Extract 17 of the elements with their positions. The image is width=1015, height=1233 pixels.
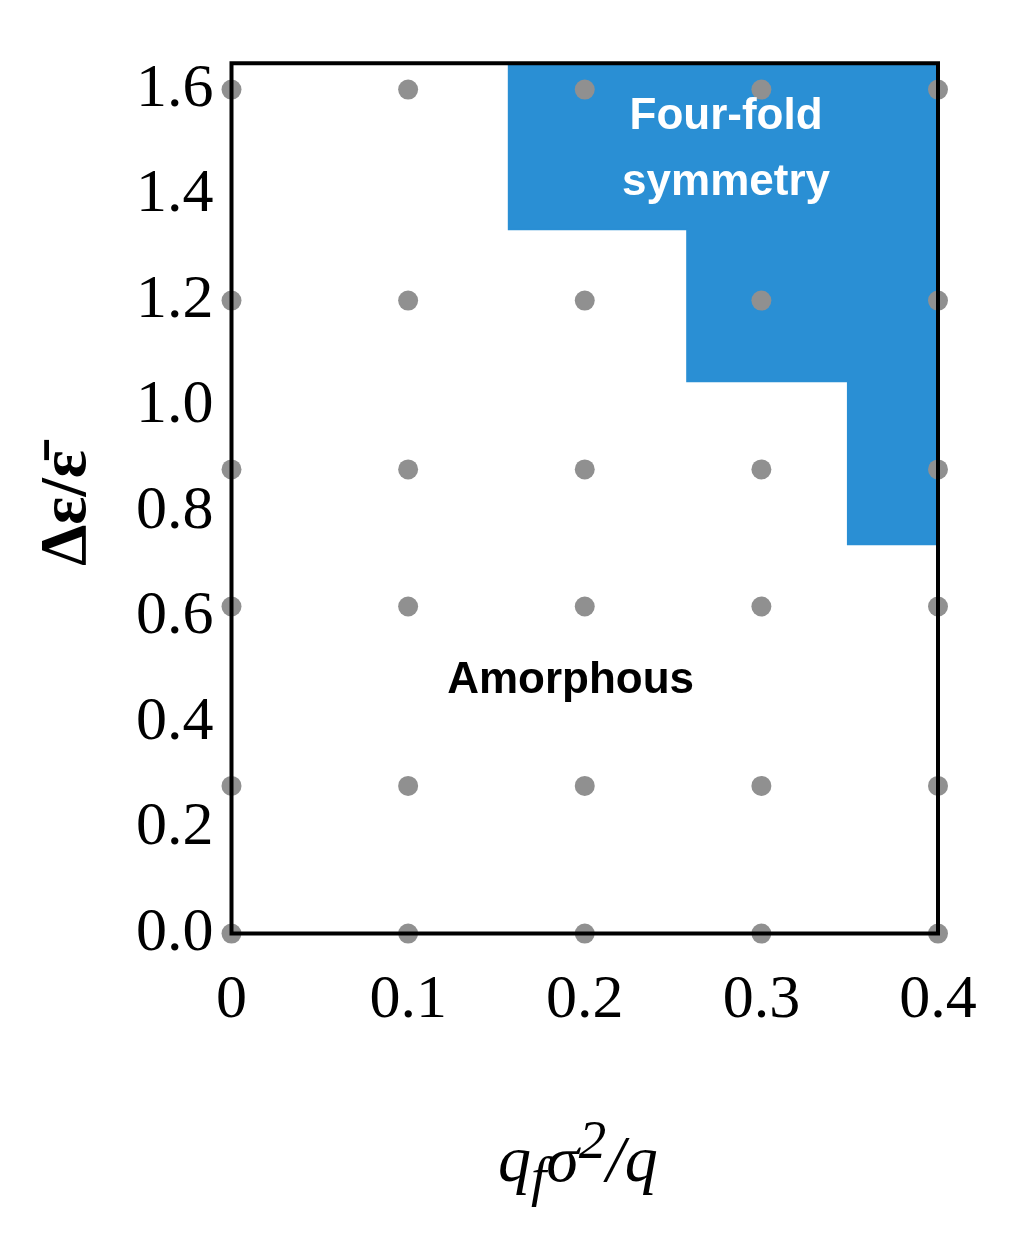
- y-tick-label: 0.0: [136, 894, 214, 963]
- annotation: Four-fold symmetry: [622, 89, 831, 205]
- y-tick-label: 0.2: [136, 789, 214, 858]
- y-tick-label: 1.4: [136, 156, 214, 225]
- x-tick-label: 0: [216, 962, 247, 1031]
- x-tick-label: 0.4: [899, 962, 977, 1031]
- y-tick-label: 0.6: [136, 578, 214, 647]
- y-tick-label: 1.2: [136, 261, 214, 330]
- y-tick-label: 0.4: [136, 683, 214, 752]
- x-tick-label: 0.3: [722, 962, 801, 1031]
- annotation: Amorphous: [447, 653, 695, 703]
- y-tick-label: 1.0: [136, 367, 214, 436]
- y-tick-label: 1.6: [136, 50, 214, 119]
- x-tick-label: 0.1: [369, 962, 447, 1031]
- x-axis-title: q$_{f}$σ$^{2}$/q: [498, 1108, 658, 1209]
- x-tick-label: 0.2: [546, 962, 624, 1031]
- y-tick-label: 0.8: [136, 472, 214, 541]
